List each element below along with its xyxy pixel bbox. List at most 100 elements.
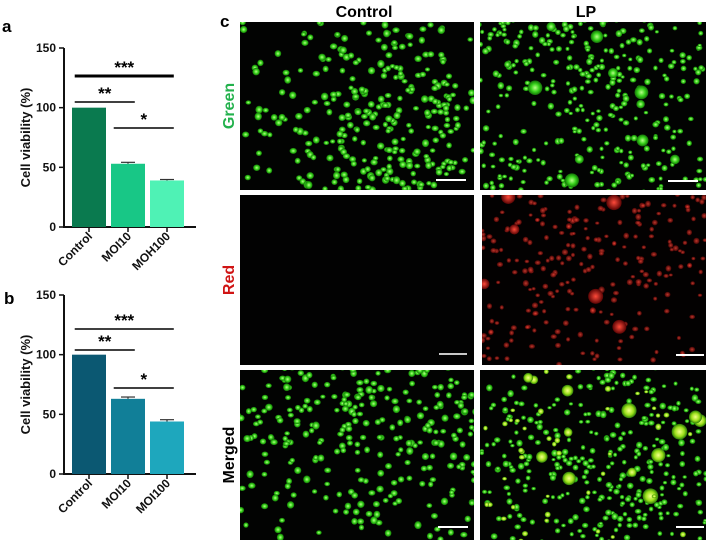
cell [382,121,388,128]
cell [499,210,505,215]
cell [578,402,584,408]
cell [603,33,608,38]
cell [608,406,615,414]
cell [554,9,559,13]
cell [324,381,331,388]
cell [391,149,398,155]
cell [663,124,671,131]
cell [512,138,519,146]
cell [474,27,478,31]
cell [338,114,346,122]
cell [542,429,550,436]
cell [512,43,519,49]
cell [586,364,593,369]
cell [486,356,492,362]
cell [453,413,461,420]
cell [367,67,376,75]
cell [463,453,471,461]
cell [689,438,696,444]
cell [545,494,550,498]
cell [508,156,514,162]
cell [697,293,703,297]
cell [615,257,621,263]
cell [270,114,278,121]
cell [482,125,490,132]
cell [480,77,483,83]
cell [497,82,505,90]
cell [384,175,391,182]
cell [546,176,553,182]
cell [412,106,419,111]
cell [518,538,524,540]
cell [387,493,394,499]
cell [284,431,290,436]
cell [608,372,615,380]
cell [406,447,414,455]
y-tick-label: 50 [43,407,57,421]
cell [439,164,446,170]
cell [566,374,573,380]
cell [489,180,495,186]
cell [643,283,650,289]
cell [570,30,575,34]
cell [340,370,345,371]
cell [529,519,536,525]
cell [555,111,562,117]
cell [653,370,657,371]
cell [550,79,556,84]
cell [392,405,401,414]
cell [587,26,594,31]
cell [677,503,684,509]
cell [510,164,517,170]
cell [578,22,583,27]
cell [473,419,479,424]
cell [480,29,485,35]
cell [483,425,488,431]
cell [610,297,618,303]
cell [261,394,269,400]
cell [544,86,550,92]
cell [406,122,412,128]
cell [663,273,669,278]
cell [244,174,251,181]
cell [635,278,642,285]
cell [618,339,624,344]
cell [375,370,381,376]
cell [468,391,474,398]
cell [482,47,489,55]
cell [284,483,291,490]
bar [150,180,184,227]
cell [531,486,536,491]
cell [514,258,520,263]
cell [309,427,315,434]
cell [649,412,654,417]
cell [516,5,521,10]
cell [573,217,580,223]
cell [405,87,411,93]
cell [302,403,308,409]
cell [672,129,677,134]
cell [445,73,453,79]
cell [360,22,367,26]
cell [617,446,623,452]
cell [595,64,601,68]
cell [416,412,425,420]
cell [341,396,347,403]
cell [297,68,304,73]
cell [702,176,706,182]
cell [682,475,687,479]
bright-cell [546,22,556,32]
cell [255,150,262,156]
cell [585,47,591,52]
cell [671,60,677,65]
cell [267,434,274,441]
y-tick-label: 100 [36,101,56,115]
cell [655,413,661,418]
cell [604,370,610,372]
cell [408,128,415,134]
cell [661,164,668,172]
cell [616,78,623,83]
cell [426,464,433,471]
cell [636,56,644,64]
microscopy-grid: Control LP Green Red Merged [221,4,706,540]
